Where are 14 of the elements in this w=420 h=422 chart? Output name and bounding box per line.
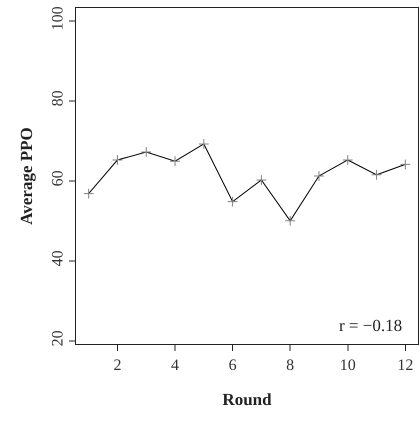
x-tick-label: 2 <box>113 357 122 374</box>
annotation: r = −0.18 <box>339 316 402 335</box>
x-tick-label: 8 <box>286 357 294 374</box>
y-tick-label: 80 <box>50 90 67 106</box>
y-axis-title: Average PPO <box>17 127 36 225</box>
y-tick-label: 60 <box>50 170 67 186</box>
y-tick-label: 40 <box>50 250 67 266</box>
x-tick-label: 10 <box>340 357 356 374</box>
x-axis-title: Round <box>222 390 272 409</box>
y-tick-label: 100 <box>50 6 67 30</box>
x-tick-label: 12 <box>397 357 414 374</box>
x-tick-label: 4 <box>171 357 180 374</box>
x-tick-label: 6 <box>228 357 237 374</box>
y-tick-label: 20 <box>50 330 67 346</box>
